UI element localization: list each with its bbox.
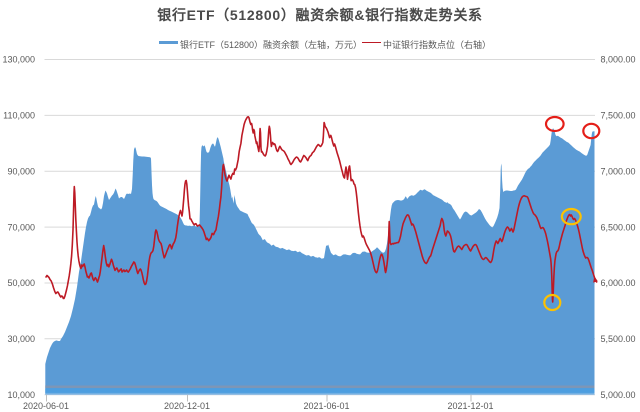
- svg-text:7,000.00: 7,000.00: [601, 166, 636, 176]
- svg-text:2021-12-01: 2021-12-01: [447, 401, 493, 411]
- svg-text:30,000: 30,000: [7, 334, 35, 344]
- svg-text:130,000: 130,000: [2, 55, 35, 65]
- svg-text:5,000.00: 5,000.00: [601, 390, 636, 400]
- svg-text:90,000: 90,000: [7, 166, 35, 176]
- svg-text:6,500.00: 6,500.00: [601, 222, 636, 232]
- svg-text:2020-06-01: 2020-06-01: [23, 401, 69, 411]
- svg-text:5,500.00: 5,500.00: [601, 334, 636, 344]
- svg-text:70,000: 70,000: [7, 222, 35, 232]
- svg-text:2021-06-01: 2021-06-01: [303, 401, 349, 411]
- svg-text:2020-12-01: 2020-12-01: [164, 401, 210, 411]
- svg-text:7,500.00: 7,500.00: [601, 111, 636, 121]
- svg-text:6,000.00: 6,000.00: [601, 278, 636, 288]
- svg-text:50,000: 50,000: [7, 278, 35, 288]
- svg-text:8,000.00: 8,000.00: [601, 55, 636, 65]
- svg-text:10,000: 10,000: [7, 390, 35, 400]
- svg-text:110,000: 110,000: [3, 111, 35, 121]
